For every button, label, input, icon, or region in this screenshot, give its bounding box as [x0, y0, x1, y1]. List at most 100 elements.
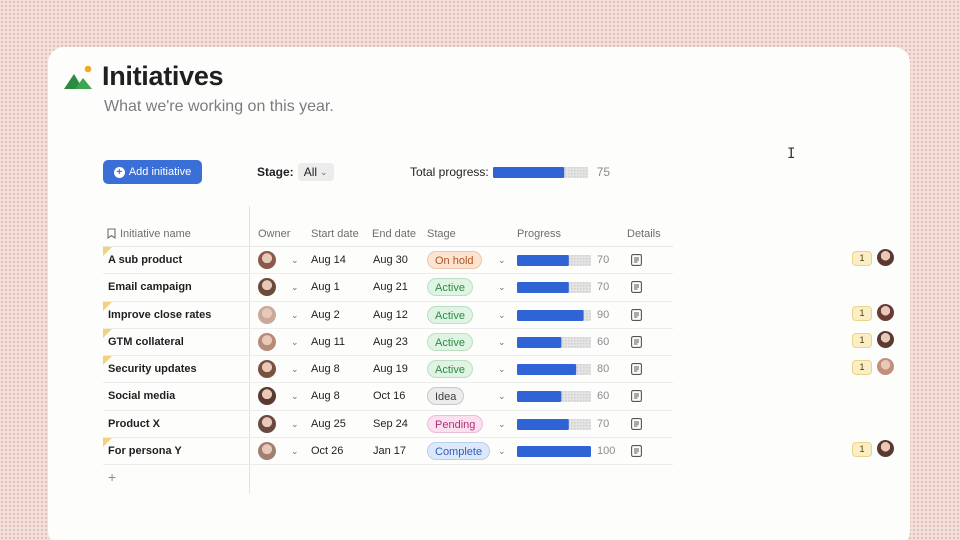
details-icon[interactable]	[631, 281, 642, 293]
details-icon[interactable]	[631, 418, 642, 430]
end-date[interactable]: Aug 12	[373, 309, 408, 321]
commenter-avatar[interactable]	[876, 330, 895, 349]
stage-badge[interactable]: Idea	[427, 387, 464, 405]
stage-badge[interactable]: Active	[427, 278, 473, 296]
end-date[interactable]: Aug 23	[373, 336, 408, 348]
table-row[interactable]: Security updates ⌄ Aug 8 Aug 19 Active ⌄…	[103, 356, 673, 383]
end-date[interactable]: Oct 16	[373, 390, 405, 402]
comment-count[interactable]: 1	[852, 333, 872, 348]
initiative-name[interactable]: For persona Y	[108, 445, 182, 457]
comment-indicator[interactable]: 1	[852, 303, 896, 325]
chevron-down-icon[interactable]: ⌄	[498, 391, 506, 402]
stage-select[interactable]: All ⌄	[298, 163, 334, 181]
comment-count[interactable]: 1	[852, 442, 872, 457]
initiative-name[interactable]: A sub product	[108, 254, 182, 266]
end-date[interactable]: Sep 24	[373, 418, 408, 430]
chevron-down-icon[interactable]: ⌄	[498, 364, 506, 375]
chevron-down-icon[interactable]: ⌄	[291, 364, 299, 375]
col-name[interactable]: Initiative name	[120, 228, 191, 240]
start-date[interactable]: Oct 26	[311, 445, 343, 457]
details-icon[interactable]	[631, 363, 642, 375]
chevron-down-icon[interactable]: ⌄	[291, 337, 299, 348]
table-row[interactable]: Social media ⌄ Aug 8 Oct 16 Idea ⌄ 60	[103, 383, 673, 410]
col-progress[interactable]: Progress	[517, 228, 561, 240]
end-date[interactable]: Aug 21	[373, 281, 408, 293]
owner-avatar[interactable]	[258, 251, 276, 269]
initiative-name[interactable]: Improve close rates	[108, 309, 211, 321]
owner-avatar[interactable]	[258, 333, 276, 351]
details-icon[interactable]	[631, 445, 642, 457]
chevron-down-icon[interactable]: ⌄	[291, 419, 299, 430]
owner-avatar[interactable]	[258, 306, 276, 324]
table-row[interactable]: Improve close rates ⌄ Aug 2 Aug 12 Activ…	[103, 302, 673, 329]
table-row[interactable]: For persona Y ⌄ Oct 26 Jan 17 Complete ⌄…	[103, 438, 673, 465]
details-icon[interactable]	[631, 309, 642, 321]
table-row[interactable]: Product X ⌄ Aug 25 Sep 24 Pending ⌄ 70	[103, 411, 673, 438]
initiative-name[interactable]: Email campaign	[108, 281, 192, 293]
comment-indicator[interactable]: 1	[852, 330, 896, 352]
start-date[interactable]: Aug 2	[311, 309, 340, 321]
initiative-name[interactable]: Social media	[108, 390, 175, 402]
table-row[interactable]: GTM collateral ⌄ Aug 11 Aug 23 Active ⌄ …	[103, 329, 673, 356]
commenter-avatar[interactable]	[876, 439, 895, 458]
add-initiative-button[interactable]: + Add initiative	[103, 160, 202, 184]
page-title: Initiatives	[102, 61, 223, 92]
start-date[interactable]: Aug 8	[311, 363, 340, 375]
chevron-down-icon[interactable]: ⌄	[498, 310, 506, 321]
progress-bar	[517, 255, 591, 266]
start-date[interactable]: Aug 14	[311, 254, 346, 266]
details-icon[interactable]	[631, 336, 642, 348]
chevron-down-icon[interactable]: ⌄	[291, 282, 299, 293]
comment-count[interactable]: 1	[852, 360, 872, 375]
col-details[interactable]: Details	[627, 228, 661, 240]
chevron-down-icon[interactable]: ⌄	[291, 310, 299, 321]
chevron-down-icon[interactable]: ⌄	[291, 391, 299, 402]
add-row[interactable]: +	[103, 465, 673, 492]
chevron-down-icon[interactable]: ⌄	[498, 446, 506, 457]
owner-avatar[interactable]	[258, 415, 276, 433]
col-start[interactable]: Start date	[311, 228, 359, 240]
stage-badge[interactable]: On hold	[427, 251, 482, 269]
table-row[interactable]: Email campaign ⌄ Aug 1 Aug 21 Active ⌄ 7…	[103, 274, 673, 301]
comment-indicator[interactable]: 1	[852, 439, 896, 461]
end-date[interactable]: Aug 30	[373, 254, 408, 266]
chevron-down-icon[interactable]: ⌄	[498, 282, 506, 293]
start-date[interactable]: Aug 8	[311, 390, 340, 402]
commenter-avatar[interactable]	[876, 357, 895, 376]
initiative-name[interactable]: GTM collateral	[108, 336, 184, 348]
col-end[interactable]: End date	[372, 228, 416, 240]
stage-badge[interactable]: Complete	[427, 442, 490, 460]
start-date[interactable]: Aug 11	[311, 336, 345, 348]
table-row[interactable]: A sub product ⌄ Aug 14 Aug 30 On hold ⌄ …	[103, 247, 673, 274]
initiative-name[interactable]: Product X	[108, 418, 160, 430]
chevron-down-icon[interactable]: ⌄	[498, 337, 506, 348]
details-icon[interactable]	[631, 390, 642, 402]
comment-indicator[interactable]: 1	[852, 357, 896, 379]
stage-badge[interactable]: Active	[427, 333, 473, 351]
chevron-down-icon[interactable]: ⌄	[291, 255, 299, 266]
stage-badge[interactable]: Active	[427, 360, 473, 378]
end-date[interactable]: Aug 19	[373, 363, 408, 375]
chevron-down-icon[interactable]: ⌄	[498, 419, 506, 430]
col-stage[interactable]: Stage	[427, 228, 456, 240]
owner-avatar[interactable]	[258, 442, 276, 460]
chevron-down-icon[interactable]: ⌄	[498, 255, 506, 266]
commenter-avatar[interactable]	[876, 248, 895, 267]
owner-avatar[interactable]	[258, 387, 276, 405]
start-date[interactable]: Aug 25	[311, 418, 346, 430]
col-owner[interactable]: Owner	[258, 228, 290, 240]
stage-badge[interactable]: Pending	[427, 415, 483, 433]
chevron-down-icon[interactable]: ⌄	[291, 446, 299, 457]
details-icon[interactable]	[631, 254, 642, 266]
start-date[interactable]: Aug 1	[311, 281, 340, 293]
owner-avatar[interactable]	[258, 278, 276, 296]
comment-count[interactable]: 1	[852, 306, 872, 321]
comment-indicator[interactable]: 1	[852, 248, 896, 270]
commenter-avatar[interactable]	[876, 303, 895, 322]
owner-avatar[interactable]	[258, 360, 276, 378]
end-date[interactable]: Jan 17	[373, 445, 406, 457]
comment-count[interactable]: 1	[852, 251, 872, 266]
initiative-name[interactable]: Security updates	[108, 363, 197, 375]
add-row-icon: +	[108, 469, 116, 485]
stage-badge[interactable]: Active	[427, 306, 473, 324]
